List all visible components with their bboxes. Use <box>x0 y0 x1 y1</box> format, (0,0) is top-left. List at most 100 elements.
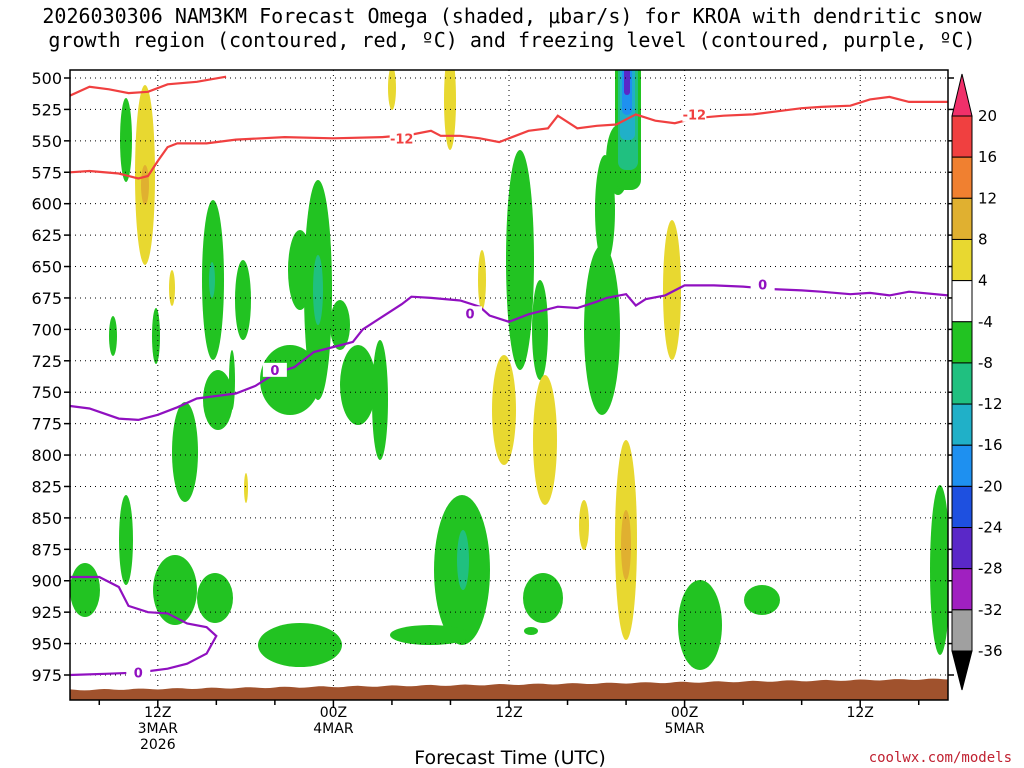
y-tick-label: 925 <box>31 603 62 622</box>
colorbar-label: -36 <box>978 642 1003 660</box>
omega-shade <box>340 345 376 425</box>
omega-shade <box>388 70 396 110</box>
colorbar-segment <box>951 403 973 446</box>
contour-lines: -12 -12 0 0 0 0 <box>70 75 948 682</box>
x-tick-label: 12Z <box>846 705 873 721</box>
dgz-contour-line <box>70 95 948 180</box>
y-tick-label: 975 <box>31 666 62 685</box>
x-axis-label: Forecast Time (UTC) <box>414 747 605 768</box>
omega-shade <box>260 345 320 415</box>
omega-shade <box>390 625 470 645</box>
omega-shade <box>120 98 132 182</box>
colorbar-label: -24 <box>978 519 1003 537</box>
colorbar-segment <box>951 362 973 405</box>
omega-shading <box>70 70 948 670</box>
contour-label-bg <box>389 131 414 146</box>
contour-label-bg <box>262 362 287 377</box>
omega-shade <box>153 555 197 625</box>
colorbar-label: -16 <box>978 436 1003 454</box>
colorbar-segment <box>951 197 973 240</box>
y-tick-label: 800 <box>31 446 62 465</box>
colorbar-label: 20 <box>978 107 997 125</box>
colorbar-label: -12 <box>978 395 1003 413</box>
omega-shade <box>209 262 215 298</box>
colorbar-label: -20 <box>978 477 1003 495</box>
omega-shade <box>169 270 175 306</box>
colorbar-label: -32 <box>978 601 1003 619</box>
omega-shade <box>330 300 350 350</box>
colorbar-segment <box>951 485 973 529</box>
omega-shade <box>584 245 620 415</box>
colorbar-segment <box>951 527 973 570</box>
omega-shade <box>119 495 133 585</box>
colorbar-segment <box>951 238 973 282</box>
omega-shade <box>678 580 722 670</box>
contour-label-bg <box>126 665 151 680</box>
y-tick-label: 575 <box>31 163 62 182</box>
colorbar-label: -4 <box>978 313 993 331</box>
colorbar-label: 16 <box>978 148 997 166</box>
omega-shade <box>621 510 631 580</box>
chart-title-line-2: growth region (contoured, red, ºC) and f… <box>48 28 976 52</box>
omega-shade <box>244 473 248 503</box>
omega-shade <box>203 370 233 430</box>
y-tick-label: 625 <box>31 226 62 245</box>
omega-shade <box>172 402 198 502</box>
colorbar-label: -8 <box>978 354 993 372</box>
omega-shade <box>930 485 948 655</box>
x-tick-label: 5MAR <box>664 721 705 737</box>
omega-shade <box>524 627 538 635</box>
freezing-contour-label: 0 <box>134 667 143 682</box>
omega-shade <box>258 623 342 667</box>
contour-label-bg <box>457 306 482 321</box>
x-tick-label: 12Z <box>495 705 522 721</box>
omega-shade <box>70 563 100 617</box>
x-tick-label: 00Z <box>320 705 347 721</box>
omega-shade <box>533 375 557 505</box>
y-tick-label: 775 <box>31 415 62 434</box>
y-tick-label: 600 <box>31 195 62 214</box>
colorbar-segment <box>951 321 973 364</box>
credit-text: coolwx.com/models <box>869 750 1012 766</box>
x-tick-label: 00Z <box>671 705 698 721</box>
colorbar-segment <box>951 73 973 117</box>
colorbar-label: 12 <box>978 189 997 207</box>
omega-shade <box>457 530 469 590</box>
omega-shade <box>109 316 117 356</box>
omega-shade <box>288 230 312 310</box>
omega-shade <box>152 308 160 364</box>
omega-colorbar: 20 16 12 8 4 -4 -8 -12 -16 -20 -24 -28 -32 -36 <box>951 73 1003 691</box>
colorbar-segment <box>951 156 973 199</box>
omega-shade <box>313 255 323 325</box>
omega-shade <box>372 340 388 460</box>
x-tick-label: 3MAR <box>138 721 179 737</box>
colorbar-label: 4 <box>978 272 988 290</box>
dgz-contour-label: -12 <box>683 109 707 124</box>
omega-shade <box>141 165 149 205</box>
colorbar-segment <box>951 650 973 691</box>
omega-shade <box>624 70 630 95</box>
colorbar-segment <box>951 609 973 652</box>
omega-shade <box>663 220 681 360</box>
x-tick-label: 4MAR <box>313 721 354 737</box>
y-axis-ticks: 500 525 550 575 600 625 650 675 700 725 750 775 800 8… <box>31 69 954 685</box>
y-tick-label: 500 <box>31 69 62 88</box>
freezing-contour-label: 0 <box>465 307 474 322</box>
y-tick-label: 525 <box>31 100 62 119</box>
colorbar-label: -28 <box>978 560 1003 578</box>
y-tick-label: 900 <box>31 572 62 591</box>
colorbar-label: 8 <box>978 230 988 248</box>
freezing-contour-label: 0 <box>758 278 767 293</box>
contour-label-bg <box>682 107 707 122</box>
x-tick-label: 12Z <box>144 705 171 721</box>
omega-shade <box>235 260 251 340</box>
omega-shade <box>197 573 233 623</box>
y-tick-label: 950 <box>31 635 62 654</box>
colorbar-segment <box>951 444 973 487</box>
colorbar-segment <box>951 280 973 323</box>
omega-shade <box>444 70 456 150</box>
omega-shade <box>478 250 486 310</box>
omega-shade <box>523 573 563 623</box>
omega-shade <box>492 355 516 465</box>
